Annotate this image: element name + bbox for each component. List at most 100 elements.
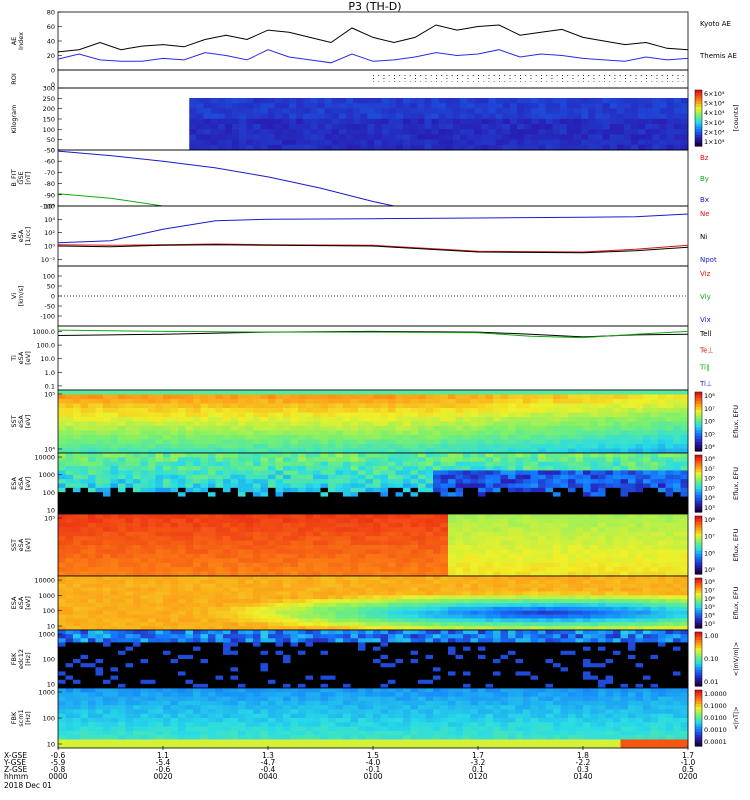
heatmap-cell — [110, 474, 119, 480]
heatmap-cell — [65, 448, 74, 454]
heatmap-cell — [470, 514, 479, 519]
heatmap-cell — [290, 394, 299, 400]
heatmap-cell — [374, 144, 383, 151]
heatmap-cell — [148, 595, 156, 600]
heatmap-cell — [645, 118, 653, 125]
heatmap-cell — [433, 435, 441, 440]
heatmap-cell — [281, 144, 290, 151]
heatmap-cell — [239, 118, 247, 125]
heatmap-cell — [403, 500, 411, 506]
heatmap-cell — [140, 421, 149, 427]
heatmap-cell — [628, 487, 636, 493]
heatmap-cell — [163, 417, 171, 422]
heatmap-cell — [65, 553, 74, 559]
heatmap-cell — [125, 466, 134, 471]
heatmap-cell — [238, 549, 246, 555]
heatmap-cell — [148, 496, 156, 502]
heatmap-cell — [665, 412, 674, 418]
heatmap-cell — [530, 457, 539, 463]
heatmap-cell — [230, 509, 239, 515]
heatmap-cell — [73, 558, 81, 564]
heatmap-cell — [163, 562, 171, 568]
heatmap-cell — [365, 444, 374, 449]
heatmap-cell — [178, 461, 186, 467]
heatmap-cell — [275, 448, 284, 454]
heatmap-cell — [508, 483, 516, 489]
heatmap-cell — [283, 394, 291, 400]
heatmap-cell — [178, 576, 186, 581]
y-tick-label: 10 — [47, 507, 55, 515]
heatmap-cell — [665, 540, 674, 546]
heatmap-cell — [380, 483, 389, 489]
heatmap-cell — [178, 622, 186, 627]
heatmap-cell — [410, 417, 419, 422]
heatmap-cell — [260, 108, 269, 114]
heatmap-cell — [530, 474, 539, 480]
heatmap-cell — [178, 483, 186, 489]
heatmap-cell — [320, 509, 329, 515]
heatmap-cell — [80, 474, 89, 480]
heatmap-cell — [650, 470, 659, 476]
roi-marker — [572, 75, 574, 76]
heatmap-cell — [665, 562, 674, 568]
heatmap-cell — [463, 567, 471, 572]
heatmap-cell — [566, 98, 575, 104]
colorbar-cell — [695, 112, 702, 116]
heatmap-cell — [635, 435, 644, 440]
heatmap-cell — [148, 583, 156, 588]
heatmap-cell — [178, 531, 186, 537]
heatmap-cell — [253, 457, 261, 463]
heatmap-cell — [635, 505, 644, 511]
heatmap-cell — [58, 536, 66, 541]
heatmap-cell — [290, 453, 299, 458]
heatmap-cell — [350, 421, 359, 427]
heatmap-cell — [418, 417, 426, 422]
heatmap-cell — [223, 496, 231, 502]
heatmap-cell — [193, 448, 201, 454]
heatmap-cell — [238, 487, 246, 493]
y-tick-label: -60 — [44, 158, 55, 166]
y-tick-label: 10⁴ — [44, 216, 55, 224]
heatmap-cell — [500, 444, 509, 449]
heatmap-cell — [659, 124, 668, 130]
colorbar-tick-label: 10⁷ — [704, 533, 715, 541]
heatmap-cell — [185, 618, 194, 623]
heatmap-cell — [425, 426, 434, 431]
heatmap-cell — [403, 124, 411, 130]
heatmap-cell — [215, 426, 224, 431]
heatmap-cell — [545, 457, 554, 463]
heatmap-cell — [238, 558, 246, 564]
roi-marker — [630, 75, 632, 76]
heatmap-cell — [433, 505, 441, 511]
heatmap-cell — [388, 487, 396, 493]
heatmap-cell — [643, 426, 651, 431]
heatmap-cell — [230, 579, 239, 585]
heatmap-cell — [110, 558, 119, 564]
heatmap-cell — [598, 479, 606, 484]
heatmap-cell — [530, 492, 539, 497]
heatmap-cell — [523, 466, 531, 471]
heatmap-cell — [373, 448, 381, 454]
heatmap-cell — [193, 562, 201, 568]
heatmap-cell — [583, 439, 591, 445]
heatmap-cell — [523, 444, 531, 449]
heatmap-cell — [560, 408, 569, 413]
heatmap-cell — [196, 134, 204, 140]
heatmap-cell — [80, 453, 89, 458]
heatmap-cell — [523, 417, 531, 422]
heatmap-cell — [343, 426, 351, 431]
heatmap-cell — [433, 457, 441, 463]
heatmap-cell — [95, 492, 104, 497]
heatmap-cell — [290, 562, 299, 568]
heatmap-cell — [275, 483, 284, 489]
heatmap-cell — [238, 483, 246, 489]
heatmap-cell — [313, 461, 321, 467]
heatmap-cell — [595, 139, 603, 146]
heatmap-cell — [118, 505, 126, 511]
heatmap-cell — [425, 514, 434, 519]
heatmap-cell — [118, 614, 126, 619]
heatmap-cell — [58, 505, 66, 511]
heatmap-cell — [320, 453, 329, 458]
heatmap-cell — [410, 466, 419, 471]
heatmap-cell — [118, 610, 126, 615]
